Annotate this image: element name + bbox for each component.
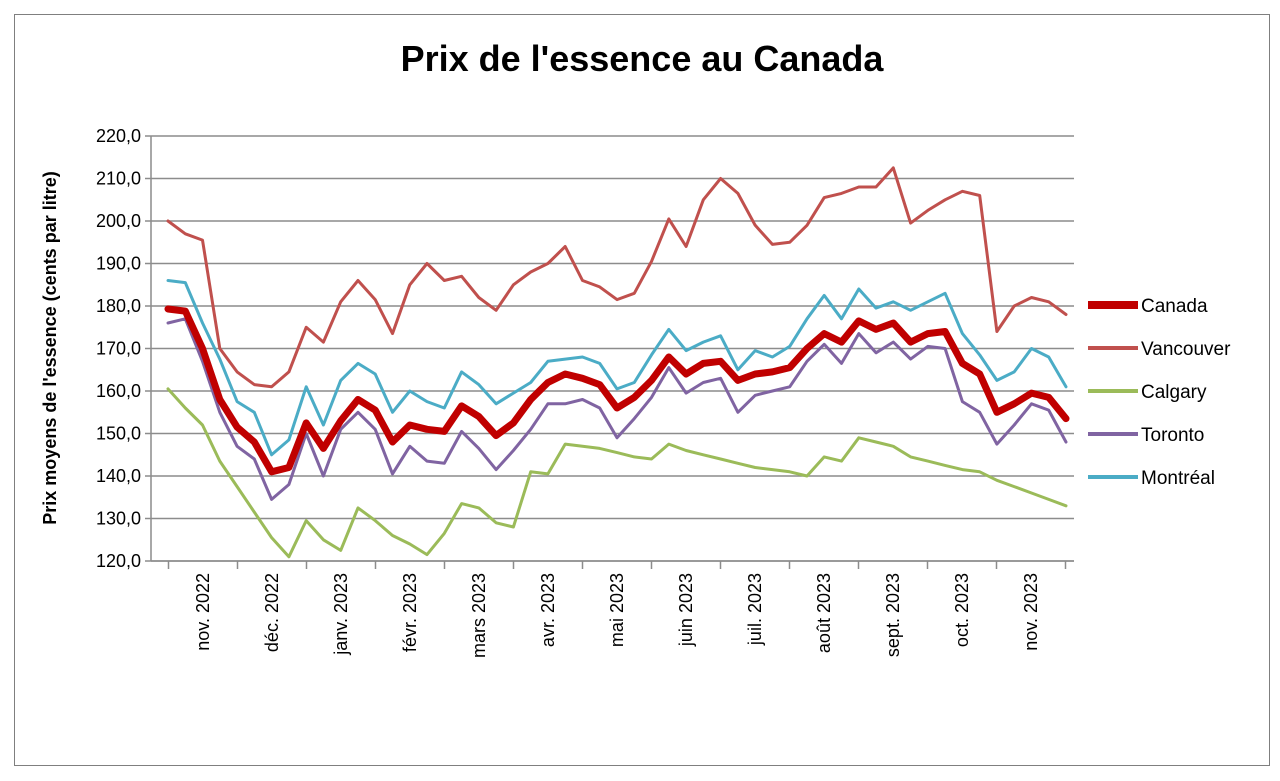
- x-tick-label: nov. 2022: [193, 573, 213, 651]
- gridlines: [151, 135, 1074, 562]
- y-tick-label: 210,0: [96, 169, 141, 189]
- x-tick-label: déc. 2022: [262, 573, 282, 652]
- y-tick-label: 140,0: [96, 466, 141, 486]
- legend-label: Toronto: [1141, 425, 1204, 446]
- series-line-vancouver: [166, 166, 1068, 389]
- x-tick-label: sept. 2023: [883, 573, 903, 657]
- y-tick-label: 190,0: [96, 254, 141, 274]
- legend-label: Canada: [1141, 296, 1208, 317]
- x-tick-label: août 2023: [814, 573, 834, 653]
- chart-title: Prix de l'essence au Canada: [400, 38, 884, 79]
- y-tick-label: 150,0: [96, 424, 141, 444]
- x-tick-label: avr. 2023: [538, 573, 558, 647]
- x-tick-label: janv. 2023: [331, 573, 351, 656]
- x-tick-label: juin 2023: [676, 573, 696, 647]
- x-axis: nov. 2022 déc. 2022 janv. 2023 févr. 2023 ma…: [150, 136, 1074, 658]
- x-tick-label: oct. 2023: [952, 573, 972, 647]
- legend-label: Vancouver: [1141, 339, 1231, 360]
- y-tick-label: 160,0: [96, 381, 141, 401]
- legend: Canada Vancouver Calgary Toronto Montréal: [1088, 296, 1231, 489]
- y-axis-ticks: 120,0 130,0 140,0 150,0 160,0 170,0 180,0 190,0…: [96, 126, 151, 571]
- y-axis-label: Prix moyens de l'essence (cents par litr…: [40, 171, 60, 524]
- series-line-canada: [164, 305, 1070, 476]
- x-tick-label: mai 2023: [607, 573, 627, 647]
- series-line-montral: [166, 279, 1068, 457]
- legend-label: Calgary: [1141, 382, 1207, 403]
- y-tick-label: 130,0: [96, 509, 141, 529]
- x-tick-label: févr. 2023: [400, 573, 420, 652]
- y-tick-label: 220,0: [96, 126, 141, 146]
- series-line-toronto: [166, 317, 1068, 501]
- y-tick-label: 120,0: [96, 551, 141, 571]
- y-tick-label: 170,0: [96, 339, 141, 359]
- y-tick-label: 180,0: [96, 296, 141, 316]
- series-line-calgary: [166, 387, 1068, 559]
- x-tick-label: mars 2023: [469, 573, 489, 658]
- y-tick-label: 200,0: [96, 211, 141, 231]
- x-tick-label: nov. 2023: [1021, 573, 1041, 651]
- legend-label: Montréal: [1141, 468, 1215, 489]
- x-tick-label: juil. 2023: [745, 573, 765, 646]
- series-lines: [164, 166, 1070, 559]
